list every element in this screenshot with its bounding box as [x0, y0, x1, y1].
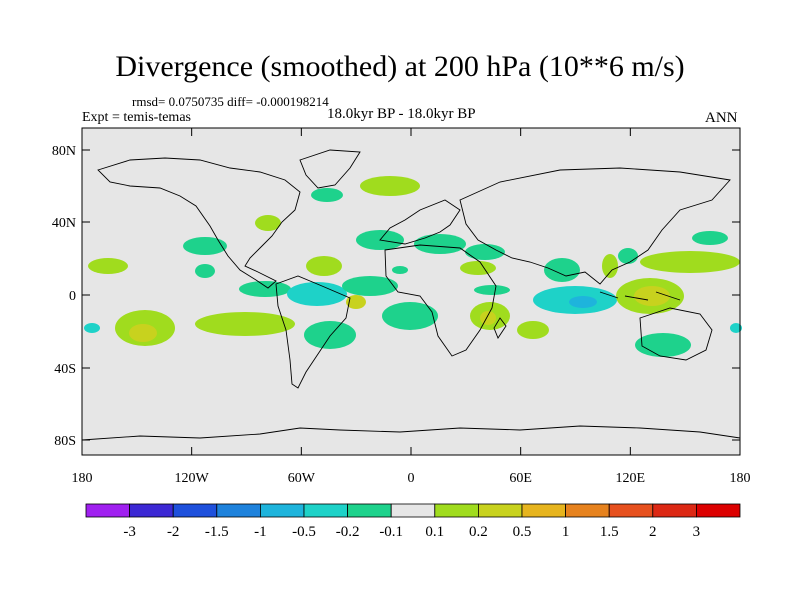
colorbar-label: 0.1	[425, 524, 444, 540]
field-patch	[730, 323, 742, 333]
lat-tick-label: 0	[69, 289, 76, 304]
lon-tick-label: 120E	[616, 471, 646, 486]
south-america-coastline	[275, 275, 351, 389]
lat-tick-label: 40S	[54, 362, 76, 377]
colorbar-swatch	[521, 503, 566, 518]
colorbar-label: -0.2	[336, 524, 360, 540]
field-patch	[392, 266, 408, 274]
field-patch	[360, 176, 420, 196]
field-patch	[129, 324, 157, 342]
lon-tick-label: 120W	[175, 471, 210, 486]
field-patch	[88, 258, 128, 274]
field-patch	[311, 188, 343, 202]
season-label: ANN	[705, 110, 738, 126]
longitude-axis: 180 120W 60W 0 60E 120E 180	[72, 128, 751, 486]
shaded-fields	[84, 176, 742, 357]
australia-coastline	[639, 307, 713, 361]
lon-tick-label: 60E	[509, 471, 532, 486]
lon-tick-label: 180	[72, 471, 93, 486]
field-patch	[460, 261, 496, 275]
greenland-coastline	[299, 149, 361, 189]
colorbar-swatch	[434, 503, 479, 518]
field-patch	[640, 251, 740, 273]
field-patch	[195, 312, 295, 336]
colorbar-swatch	[390, 503, 436, 518]
europe-coastline	[379, 199, 461, 245]
field-patch	[634, 286, 670, 306]
field-patch	[255, 215, 281, 231]
field-patch	[84, 323, 100, 333]
period-label: 18.0kyr BP - 18.0kyr BP	[327, 106, 476, 122]
field-patch	[287, 282, 347, 306]
field-patch	[517, 321, 549, 339]
field-patch	[480, 311, 496, 325]
field-patch	[635, 333, 691, 357]
asia-coastline	[459, 167, 731, 285]
field-patch	[239, 281, 291, 297]
colorbar-label: -3	[123, 524, 136, 540]
field-patch	[544, 258, 580, 282]
colorbar-label: -2	[167, 524, 180, 540]
colorbar-label: 1.5	[600, 524, 619, 540]
colorbar-swatch	[477, 503, 523, 518]
lat-tick-label: 80N	[52, 144, 76, 159]
field-patch	[304, 321, 356, 349]
field-patch	[414, 234, 466, 254]
colorbar-swatch	[565, 503, 610, 518]
colorbar-swatch	[347, 503, 392, 518]
colorbar-label: 3	[693, 524, 701, 540]
colorbar-label: 0.5	[513, 524, 532, 540]
field-patch	[569, 296, 597, 308]
north-america-coastline	[97, 157, 301, 289]
lat-tick-label: 40N	[52, 216, 76, 231]
field-patch	[474, 285, 510, 295]
field-patch	[692, 231, 728, 245]
colorbar-swatch	[259, 503, 305, 518]
colorbar-swatch	[85, 503, 130, 518]
lat-tick-label: 80S	[54, 434, 76, 449]
colorbar-label: -0.5	[292, 524, 316, 540]
colorbar-swatch	[216, 503, 261, 518]
africa-coastline	[384, 244, 497, 357]
field-patch	[195, 264, 215, 278]
colorbar-label: 0.2	[469, 524, 488, 540]
field-patch	[602, 254, 618, 278]
colorbar-swatch	[172, 503, 218, 518]
coastlines	[81, 149, 741, 441]
colorbar-swatch	[129, 503, 174, 518]
madagascar-coastline	[493, 317, 507, 339]
field-patch	[306, 256, 342, 276]
field-patch	[346, 295, 366, 309]
experiment-label: Expt = temis-temas	[82, 110, 191, 125]
antarctica-coastline	[81, 425, 741, 441]
field-patch	[342, 276, 398, 296]
colorbar-label: -0.1	[379, 524, 403, 540]
colorbar-swatch	[652, 503, 697, 518]
lon-tick-label: 60W	[288, 471, 316, 486]
lon-tick-label: 180	[730, 471, 751, 486]
colorbar-label: -1.5	[205, 524, 229, 540]
colorbar-swatch	[303, 503, 348, 518]
field-patch	[382, 302, 438, 330]
colorbar: -3 -2 -1.5 -1 -0.5 -0.2 -0.1 0.1 0.2 0.5 1 1.5 2 3	[85, 503, 741, 540]
field-patch	[183, 237, 227, 255]
colorbar-label: 2	[649, 524, 657, 540]
rmsd-diff-stats: rmsd= 0.0750735 diff= -0.000198214	[132, 94, 329, 109]
colorbar-label: 1	[562, 524, 570, 540]
indonesia-coastline	[599, 291, 681, 301]
field-patch	[465, 244, 505, 260]
colorbar-swatch	[696, 503, 741, 518]
lon-tick-label: 0	[408, 471, 415, 486]
colorbar-label: -1	[254, 524, 267, 540]
colorbar-swatch	[608, 503, 654, 518]
latitude-axis: 80N 40N 0 40S 80S	[52, 144, 740, 449]
field-patch	[618, 248, 638, 264]
map-title: Divergence (smoothed) at 200 hPa (10**6 …	[115, 50, 685, 83]
